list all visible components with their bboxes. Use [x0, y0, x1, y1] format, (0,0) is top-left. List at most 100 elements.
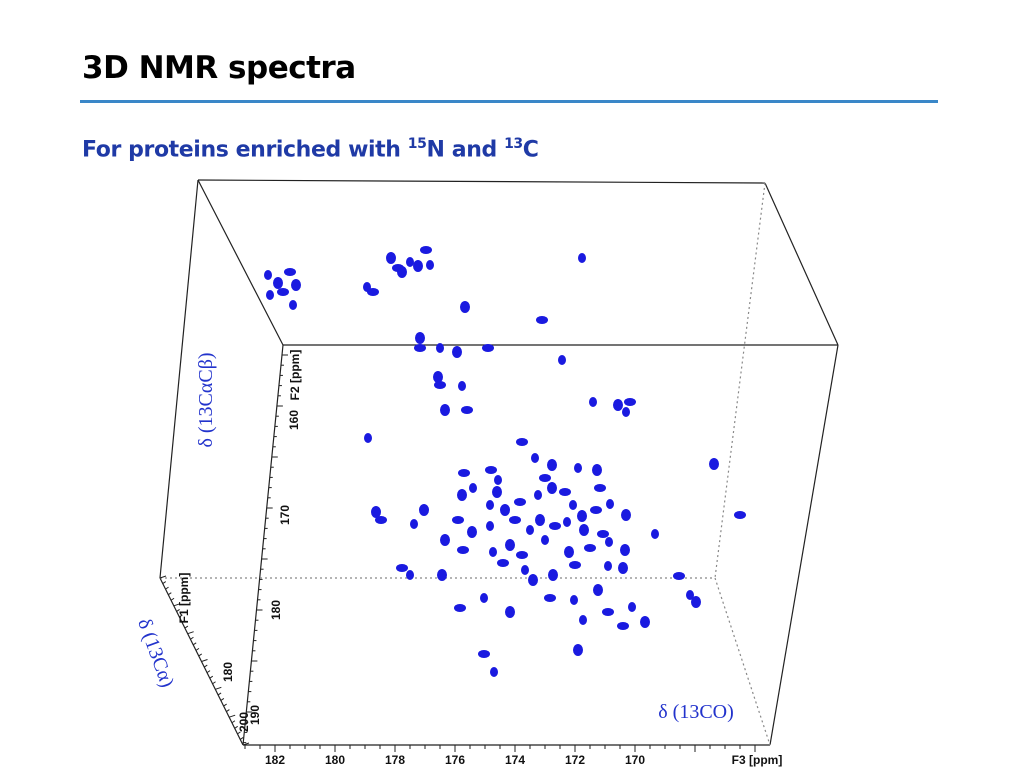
nmr-peak: [577, 510, 587, 522]
isotope1-symbol: N: [426, 137, 445, 163]
tick-mark: [170, 597, 175, 601]
nmr-peak: [526, 525, 534, 535]
tick-mark: [223, 703, 227, 707]
nmr-peak: [386, 252, 396, 264]
nmr-peak: [486, 521, 494, 531]
nmr-peak: [497, 559, 509, 567]
nmr-peak: [579, 524, 589, 536]
nmr-peak: [410, 519, 418, 529]
nmr-peak: [691, 596, 701, 608]
nmr-peak: [460, 301, 470, 313]
f1-tick: 180: [221, 662, 235, 682]
subtitle-text: For proteins enriched with: [82, 137, 408, 163]
nmr-peak: [289, 300, 297, 310]
nmr-peak: [467, 526, 477, 538]
nmr-peak: [458, 469, 470, 477]
nmr-peak: [492, 486, 502, 498]
nmr-peak: [509, 516, 521, 524]
box-hidden-edges: [160, 182, 771, 746]
nmr-peak: [371, 506, 381, 518]
nmr-peak: [590, 506, 602, 514]
isotope1-mass: 15: [407, 136, 427, 152]
nmr-peak: [461, 406, 473, 414]
vertical-axis-label: δ (13CαCβ): [195, 352, 217, 447]
nmr-peak: [569, 561, 581, 569]
nmr-peak: [264, 270, 272, 280]
nmr-peak: [559, 488, 571, 496]
nmr-peak: [574, 463, 582, 473]
nmr-peak: [622, 407, 630, 417]
nmr-peak: [420, 246, 432, 254]
tick-mark: [176, 608, 180, 612]
tick-mark: [162, 581, 167, 584]
nmr-peak: [490, 667, 498, 677]
title-divider: [80, 100, 938, 103]
nmr-peak: [500, 504, 510, 516]
nmr-peak: [593, 584, 603, 596]
tick-mark: [242, 742, 250, 746]
nmr-peak: [605, 537, 613, 547]
tick-mark: [226, 709, 230, 713]
f3-tick: 178: [385, 753, 405, 767]
nmr-peak: [578, 253, 586, 263]
tick-mark: [179, 614, 183, 618]
nmr-peak: [457, 546, 469, 554]
nmr-peak: [621, 509, 631, 521]
tick-mark: [237, 731, 241, 735]
nmr-peak: [273, 277, 283, 289]
nmr-peak: [548, 569, 558, 581]
nmr-peak: [406, 570, 414, 580]
nmr-peak: [602, 608, 614, 616]
tick-mark: [173, 603, 180, 607]
nmr-peak: [452, 516, 464, 524]
nmr-peak: [564, 546, 574, 558]
nmr-peak: [489, 547, 497, 557]
f2-tick: 160: [287, 410, 301, 430]
nmr-peak: [606, 499, 614, 509]
nmr-peak: [579, 615, 587, 625]
nmr-peak: [505, 539, 515, 551]
nmr-peak: [505, 606, 515, 618]
tick-mark: [220, 698, 225, 701]
nmr-peak: [396, 564, 408, 572]
nmr-peak: [457, 489, 467, 501]
nmr-peak: [620, 544, 630, 556]
tick-mark: [231, 720, 236, 724]
nmr-peak: [624, 398, 636, 406]
nmr-peak: [528, 574, 538, 586]
nmr-peak: [536, 316, 548, 324]
nmr-peak: [541, 535, 549, 545]
nmr-peak: [734, 511, 746, 519]
nmr-peak: [375, 516, 387, 524]
nmr-peak: [516, 438, 528, 446]
nmr-peak: [569, 500, 577, 510]
nmr-peak: [414, 344, 426, 352]
nmr-peak: [436, 343, 444, 353]
peaks: [264, 246, 746, 677]
box-frame: [159, 179, 839, 746]
nmr-peak: [284, 268, 296, 276]
nmr-peak: [480, 593, 488, 603]
nmr-peak: [640, 616, 650, 628]
nmr-peak: [514, 498, 526, 506]
nmr-peak: [673, 572, 685, 580]
depth-axis-label: δ (13Cα): [133, 616, 178, 691]
isotope2-mass: 13: [504, 136, 523, 152]
nmr-peak: [534, 490, 542, 500]
nmr-peak: [549, 522, 561, 530]
nmr-peak: [291, 279, 301, 291]
nmr-peak: [413, 260, 423, 272]
tick-mark: [217, 692, 222, 696]
nmr-peak: [592, 464, 602, 476]
f1-tick: 200: [237, 712, 251, 732]
nmr-peak: [539, 474, 551, 482]
f3-tick: 170: [625, 753, 645, 767]
tick-mark: [168, 592, 172, 596]
tick-mark: [209, 675, 214, 679]
tick-mark: [215, 686, 222, 690]
nmr-peak: [597, 530, 609, 538]
nmr-peak: [469, 483, 477, 493]
f3-tick: 180: [325, 753, 345, 767]
axis-ticks: [159, 354, 756, 752]
slide-subtitle: For proteins enriched with 15N and 13C: [82, 136, 539, 162]
